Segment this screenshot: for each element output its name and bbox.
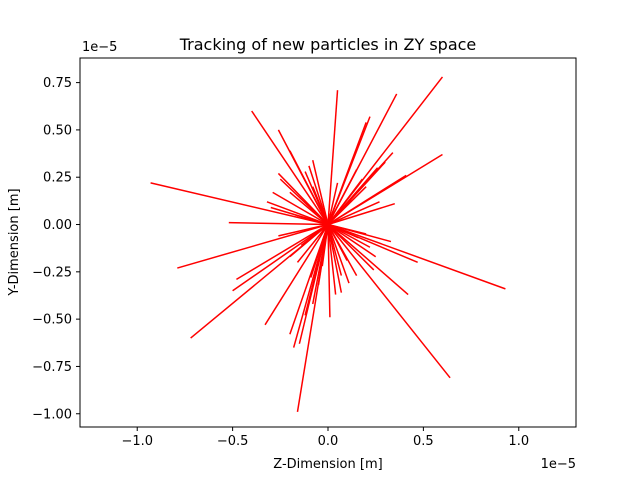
particle-track-3 xyxy=(251,110,329,225)
particle-track-64 xyxy=(317,224,329,286)
particle-track-56 xyxy=(327,224,451,379)
particle-track-21 xyxy=(272,191,329,226)
x-axis-ticks: −1.0 −0.5 0.0 0.5 1.0 xyxy=(121,427,529,449)
y-axis-label: Y-Dimension [m] xyxy=(7,188,22,296)
particle-track-34 xyxy=(327,223,418,264)
x-tick-label: 1.0 xyxy=(508,434,529,449)
tracks-group xyxy=(150,76,506,412)
particle-track-49 xyxy=(327,224,331,318)
x-axis-label: Z-Dimension [m] xyxy=(273,457,382,472)
particle-track-13 xyxy=(327,174,407,226)
particle-track-65 xyxy=(327,224,350,284)
chart-title: Tracking of new particles in ZY space xyxy=(179,35,477,54)
x-tick-label: 0.5 xyxy=(413,434,434,449)
particle-track-26 xyxy=(295,214,329,226)
particle-track-30 xyxy=(327,223,392,243)
particle-track-23 xyxy=(327,202,395,226)
y-tick-label: −0.50 xyxy=(32,313,72,328)
particle-track-51 xyxy=(264,224,329,326)
particle-track-66 xyxy=(304,171,329,225)
particle-track-35 xyxy=(327,223,377,258)
particle-track-43 xyxy=(232,223,329,292)
particle-track-47 xyxy=(327,224,343,293)
particle-track-5 xyxy=(327,122,367,225)
particle-track-67 xyxy=(327,201,380,226)
y-tick-label: −0.25 xyxy=(32,265,72,280)
x-tick-label: 0.0 xyxy=(318,434,339,449)
particle-track-16 xyxy=(150,182,329,226)
x-exponent-label: 1e−5 xyxy=(541,457,576,472)
particle-track-11 xyxy=(312,160,329,225)
particle-track-55 xyxy=(292,224,329,348)
y-tick-label: 0.25 xyxy=(43,171,72,186)
particle-track-37 xyxy=(177,223,329,269)
particle-track-38 xyxy=(296,224,329,263)
y-axis-ticks: −1.00 −0.75 −0.50 −0.25 0.00 0.25 0.50 0.75 xyxy=(32,76,80,422)
y-tick-label: −0.75 xyxy=(32,360,72,375)
y-exponent-label: 1e−5 xyxy=(82,40,117,55)
y-tick-label: 0.50 xyxy=(43,123,72,138)
particle-track-39 xyxy=(236,223,329,281)
particle-track-15 xyxy=(327,169,358,225)
particle-track-27 xyxy=(228,221,329,226)
y-tick-label: 0.00 xyxy=(43,218,72,233)
x-tick-label: −0.5 xyxy=(217,434,249,449)
particle-track-52 xyxy=(289,224,329,335)
particle-track-20 xyxy=(289,191,329,226)
particle-track-63 xyxy=(327,223,371,248)
x-tick-label: −1.0 xyxy=(121,434,153,449)
particle-track-1 xyxy=(327,90,339,225)
particle-track-53 xyxy=(190,223,329,339)
particle-track-44 xyxy=(327,223,506,290)
particle-track-61 xyxy=(327,178,363,225)
particle-track-58 xyxy=(327,224,348,261)
particle-track-9 xyxy=(289,150,329,225)
particle-track-45 xyxy=(327,223,409,296)
y-tick-label: 0.75 xyxy=(43,76,72,91)
particle-track-60 xyxy=(327,182,339,225)
y-tick-label: −1.00 xyxy=(32,407,72,422)
particle-track-46 xyxy=(327,224,337,295)
